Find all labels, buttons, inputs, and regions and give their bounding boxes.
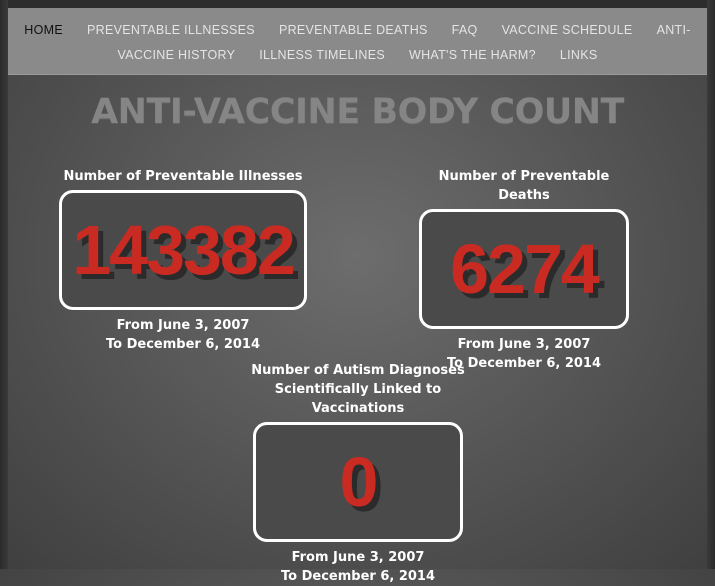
- autism-date-range: From June 3, 2007 To December 6, 2014: [228, 548, 488, 586]
- autism-counter-box: 0: [253, 422, 463, 542]
- page-right-edge: [707, 0, 715, 569]
- deaths-date-range: From June 3, 2007 To December 6, 2014: [419, 335, 629, 373]
- deaths-range-from: From June 3, 2007: [457, 337, 591, 352]
- main-navigation: HOME PREVENTABLE ILLNESSES PREVENTABLE D…: [8, 8, 707, 75]
- nav-illness-timelines[interactable]: ILLNESS TIMELINES: [259, 48, 385, 62]
- illnesses-counter-box: 143382: [59, 190, 307, 310]
- nav-links[interactable]: LINKS: [559, 48, 598, 62]
- page-left-edge: [0, 0, 8, 569]
- window-top-edge: [0, 0, 715, 8]
- nav-whats-the-harm[interactable]: WHAT'S THE HARM?: [408, 48, 536, 62]
- deaths-counter: Number of Preventable Deaths 6274 From J…: [419, 167, 629, 373]
- autism-range-to: To December 6, 2014: [280, 569, 436, 584]
- illnesses-date-range: From June 3, 2007 To December 6, 2014: [58, 316, 308, 354]
- nav-anti-vaccine-history-part1[interactable]: ANTI-: [656, 23, 691, 37]
- deaths-counter-box: 6274: [419, 209, 629, 329]
- nav-preventable-deaths[interactable]: PREVENTABLE DEATHS: [278, 23, 428, 37]
- illnesses-counter-label: Number of Preventable Illnesses: [63, 169, 303, 184]
- nav-anti-vaccine-history-part2[interactable]: VACCINE HISTORY: [117, 48, 236, 62]
- nav-row-2: VACCINE HISTORY ILLNESS TIMELINES WHAT'S…: [8, 48, 707, 62]
- nav-faq[interactable]: FAQ: [451, 23, 478, 37]
- deaths-counter-label: Number of Preventable Deaths: [438, 169, 610, 203]
- illnesses-range-from: From June 3, 2007: [116, 318, 250, 333]
- deaths-range-to: To December 6, 2014: [446, 356, 602, 371]
- illnesses-range-to: To December 6, 2014: [105, 337, 261, 352]
- autism-counter: Number of Autism Diagnoses Scientificall…: [228, 361, 488, 586]
- illnesses-count-value: 143382: [72, 211, 296, 289]
- autism-counter-label-line2: Scientifically Linked to Vaccinations: [274, 382, 442, 416]
- autism-count-value: 0: [339, 443, 379, 521]
- autism-counter-label-line1: Number of Autism Diagnoses: [251, 363, 465, 378]
- nav-row-1: HOME PREVENTABLE ILLNESSES PREVENTABLE D…: [8, 23, 707, 37]
- nav-preventable-illnesses[interactable]: PREVENTABLE ILLNESSES: [86, 23, 255, 37]
- illnesses-counter: Number of Preventable Illnesses 143382 F…: [58, 167, 308, 354]
- autism-range-from: From June 3, 2007: [291, 550, 425, 565]
- deaths-count-value: 6274: [450, 230, 600, 308]
- autism-counter-label: Number of Autism Diagnoses Scientificall…: [228, 361, 488, 418]
- site-title: ANTI-VACCINE BODY COUNT: [91, 92, 624, 132]
- nav-vaccine-schedule[interactable]: VACCINE SCHEDULE: [501, 23, 633, 37]
- nav-home[interactable]: HOME: [24, 23, 63, 37]
